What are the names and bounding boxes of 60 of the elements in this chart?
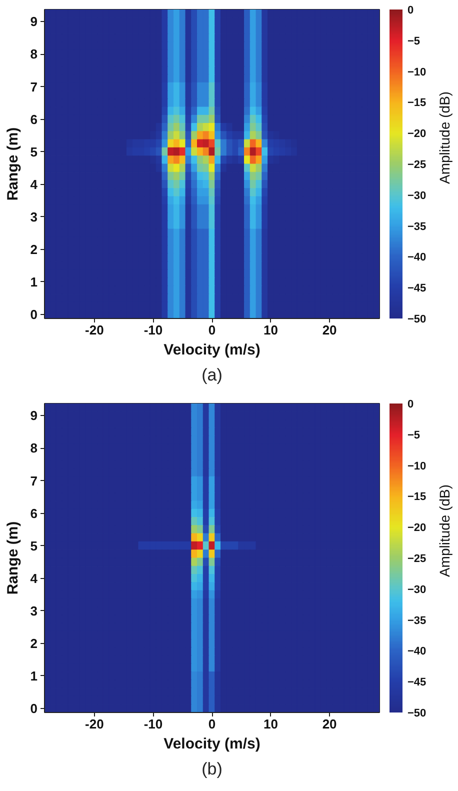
color-bar-label: −40 bbox=[408, 646, 426, 658]
x-tick-label: 10 bbox=[264, 716, 278, 732]
color-bar-label: −40 bbox=[408, 252, 426, 264]
y-tick-label: 6 bbox=[30, 506, 38, 521]
color-bar-label: −30 bbox=[408, 584, 426, 596]
color-bar-label: −15 bbox=[408, 491, 426, 504]
x-tick-label: 10 bbox=[264, 322, 278, 338]
color-bar-title: Amplitude (dB) bbox=[436, 484, 452, 578]
y-tick-label: 4 bbox=[30, 570, 38, 586]
y-tick-label: 9 bbox=[30, 408, 38, 424]
color-bar-label: −5 bbox=[408, 429, 420, 442]
y-tick-label: 3 bbox=[30, 603, 38, 618]
x-tick-label: -10 bbox=[144, 322, 163, 338]
y-tick-label: 9 bbox=[30, 14, 38, 30]
y-tick-label: 6 bbox=[30, 112, 38, 127]
x-tick-label: -20 bbox=[85, 716, 104, 732]
y-tick-label: 0 bbox=[30, 700, 38, 716]
x-tick-label: 0 bbox=[208, 716, 216, 732]
color-bar-label: −30 bbox=[408, 190, 426, 202]
color-bar-label: −15 bbox=[408, 97, 426, 110]
color-bar-label: −5 bbox=[408, 35, 420, 48]
x-tick-label: 0 bbox=[208, 322, 216, 338]
x-tick-label: 20 bbox=[322, 716, 337, 732]
x-tick-label: -10 bbox=[144, 716, 163, 732]
color-bar-label: −35 bbox=[408, 220, 426, 233]
y-tick-label: 7 bbox=[30, 79, 38, 94]
x-tick-label: -20 bbox=[85, 322, 104, 338]
y-tick-label: 1 bbox=[30, 274, 38, 290]
color-bar-label: −25 bbox=[408, 159, 426, 171]
color-bar-label: −20 bbox=[408, 128, 426, 140]
y-axis-title: Range (m) bbox=[4, 127, 22, 201]
color-bar-title: Amplitude (dB) bbox=[436, 91, 452, 184]
y-tick-label: 5 bbox=[30, 538, 38, 554]
color-bar-label: −25 bbox=[408, 553, 426, 565]
color-bar-label: 0 bbox=[408, 398, 414, 410]
color-bar-label: −45 bbox=[408, 676, 426, 689]
y-tick-label: 8 bbox=[30, 46, 38, 62]
color-bar-label: −20 bbox=[408, 522, 426, 534]
color-bar-label: −50 bbox=[408, 314, 426, 326]
text: (b) bbox=[202, 760, 222, 778]
x-tick-label: 20 bbox=[322, 322, 337, 338]
y-tick-label: 0 bbox=[30, 306, 38, 322]
y-tick-label: 8 bbox=[30, 440, 38, 456]
color-bar-label: −10 bbox=[408, 460, 426, 472]
y-tick-label: 1 bbox=[30, 668, 38, 684]
color-bar-label: −10 bbox=[408, 66, 426, 78]
color-bar-label: −50 bbox=[408, 708, 426, 720]
y-tick-label: 5 bbox=[30, 144, 38, 160]
y-tick-label: 3 bbox=[30, 209, 38, 224]
y-tick-label: 2 bbox=[30, 242, 38, 257]
y-tick-label: 4 bbox=[30, 176, 38, 192]
color-bar-label: 0 bbox=[408, 4, 414, 16]
color-bar-label: −35 bbox=[408, 614, 426, 627]
text: (a) bbox=[202, 366, 222, 384]
y-tick-label: 7 bbox=[30, 473, 38, 488]
x-axis-title: Velocity (m/s) bbox=[164, 342, 260, 358]
y-tick-label: 2 bbox=[30, 636, 38, 651]
y-axis-title: Range (m) bbox=[4, 521, 22, 595]
color-bar-label: −45 bbox=[408, 282, 426, 295]
x-axis-title: Velocity (m/s) bbox=[164, 736, 260, 752]
